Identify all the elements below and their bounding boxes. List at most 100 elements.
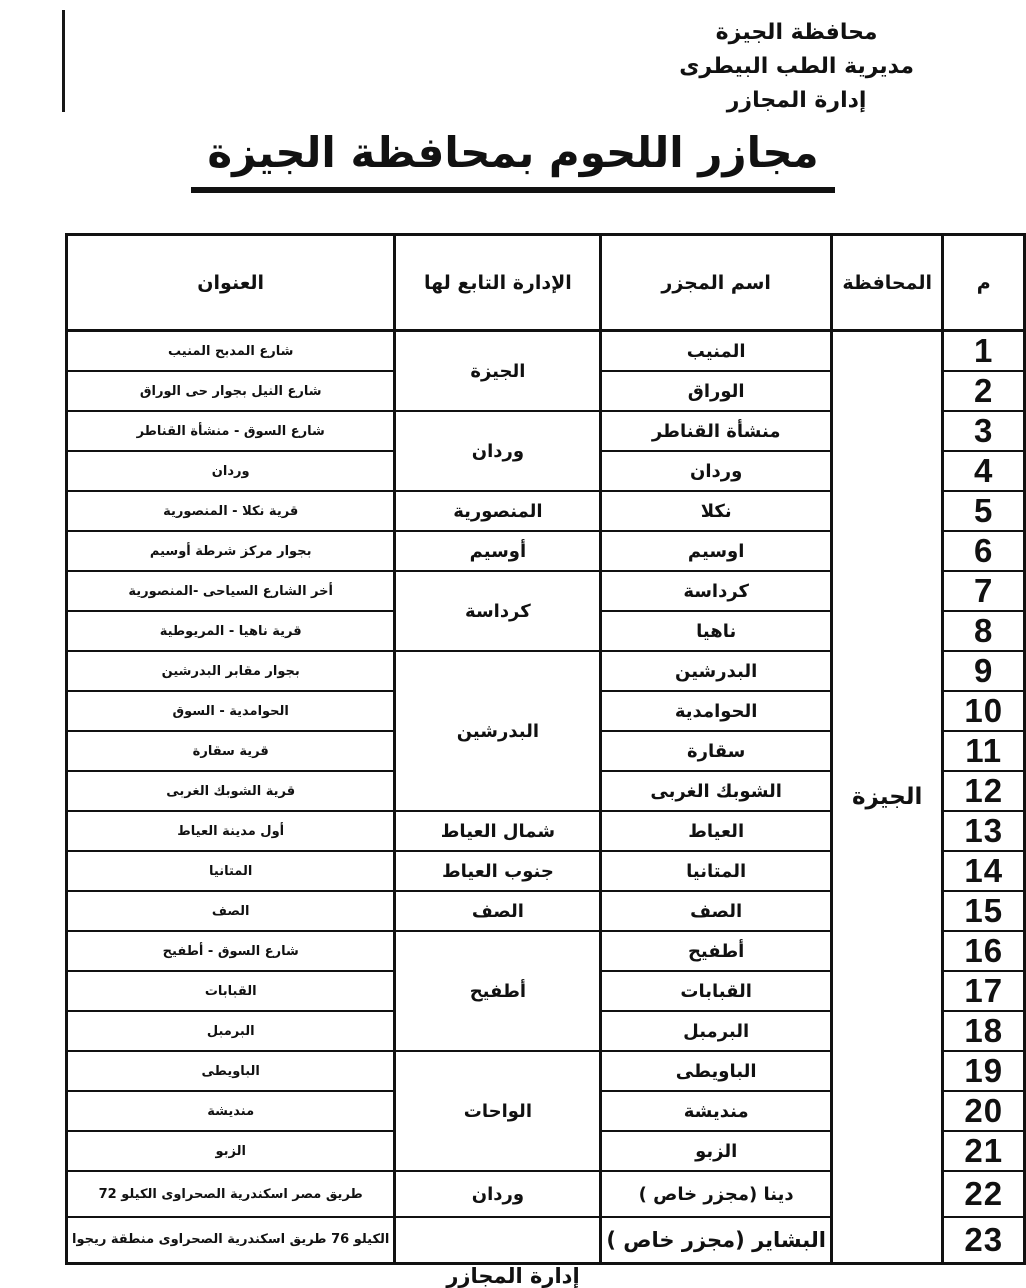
abattoir-name-cell: الباويطى xyxy=(599,1050,833,1092)
table-row: 20 منديشة منديشة xyxy=(64,1090,1026,1132)
footer-partial-text: إدارة المجازر xyxy=(446,1264,580,1288)
abattoir-name-cell: البشاير (مجزر خاص ) xyxy=(599,1216,833,1264)
address-cell: البرمبل xyxy=(64,1010,397,1052)
abattoir-name-cell: البرمبل xyxy=(599,1010,833,1052)
abattoir-name-cell: الوراق xyxy=(599,370,833,412)
row-number-cell: 9 xyxy=(941,650,1026,692)
address-cell: القبابات xyxy=(64,970,397,1012)
row-number-cell: 7 xyxy=(941,570,1026,612)
admin-cell: وردان xyxy=(393,410,603,492)
page-title: مجازر اللحوم بمحافظة الجيزة xyxy=(191,128,835,193)
address-cell: الكيلو 76 طريق اسكندرية الصحراوى منطقة ر… xyxy=(64,1216,397,1264)
address-cell: شارع المدبح المنيب xyxy=(64,329,397,372)
letterhead-line-governorate: محافظة الجيزة xyxy=(715,20,878,45)
table-row: 13 العياط شمال العياط أول مدينة العياط xyxy=(64,810,1026,852)
row-number-cell: 2 xyxy=(941,370,1026,412)
abattoir-name-cell: الشوبك الغربى xyxy=(599,770,833,812)
admin-cell: جنوب العياط xyxy=(393,850,603,892)
table-row: 10 الحوامدية الحوامدية - السوق xyxy=(64,690,1026,732)
address-cell: بجوار مقابر البدرشين xyxy=(64,650,397,692)
admin-cell: أوسيم xyxy=(393,530,603,572)
abattoir-name-cell: سقارة xyxy=(599,730,833,772)
admin-cell: المنصورية xyxy=(393,490,603,532)
row-number-cell: 1 xyxy=(941,329,1026,372)
row-number-cell: 21 xyxy=(941,1130,1026,1172)
abattoir-name-cell: دينا (مجزر خاص ) xyxy=(599,1170,833,1218)
address-cell: قرية الشوبك الغربى xyxy=(64,770,397,812)
address-cell: شارع السوق - منشأة القناطر xyxy=(64,410,397,452)
table-row: 7 كرداسة كرداسة أخر الشارع السياحى -المنصور… xyxy=(64,570,1026,652)
abattoir-name-cell: منشأة القناطر xyxy=(599,410,833,452)
abattoir-name-cell: نكلا xyxy=(599,490,833,532)
abattoir-name-cell: أطفيح xyxy=(599,930,833,972)
slaughterhouse-table-wrap: م المحافظة اسم المجزر الإدارة التابع لها… xyxy=(64,233,1026,1265)
abattoir-name-cell: القبابات xyxy=(599,970,833,1012)
table-row: 18 البرمبل البرمبل xyxy=(64,1010,1026,1052)
address-cell: وردان xyxy=(64,450,397,492)
table-row: 22 دينا (مجزر خاص ) وردان طريق مصر اسكندرية… xyxy=(64,1170,1026,1218)
address-cell: قرية ناهيا - المريوطية xyxy=(64,610,397,652)
table-row: 23 البشاير (مجزر خاص ) الكيلو 76 طريق اسكن… xyxy=(64,1216,1026,1264)
address-cell: طريق مصر اسكندرية الصحراوى الكيلو 72 xyxy=(64,1170,397,1218)
address-cell: أخر الشارع السياحى -المنصورية xyxy=(64,570,397,612)
abattoir-name-cell: اوسيم xyxy=(599,530,833,572)
letterhead-line-administration: إدارة المجازر xyxy=(726,88,867,113)
abattoir-name-cell: العياط xyxy=(599,810,833,852)
row-number-cell: 15 xyxy=(941,890,1026,932)
table-row: 16 أطفيح أطفيح شارع السوق - أطفيح xyxy=(64,930,1026,1052)
row-number-cell: 5 xyxy=(941,490,1026,532)
abattoir-name-cell: منديشة xyxy=(599,1090,833,1132)
header-abattoir-name: اسم المجزر xyxy=(599,233,833,332)
table-body: 1 الجيزة المنيب الجيزة شارع المدبح المنيب 2 ال… xyxy=(64,329,1026,1264)
abattoir-name-cell: الحوامدية xyxy=(599,690,833,732)
table-header-row: م المحافظة اسم المجزر الإدارة التابع لها… xyxy=(64,233,1026,332)
table-row: 8 ناهيا قرية ناهيا - المريوطية xyxy=(64,610,1026,652)
letterhead-line-directorate: مديرية الطب البيطرى xyxy=(679,54,914,79)
row-number-cell: 18 xyxy=(941,1010,1026,1052)
table-row: 17 القبابات القبابات xyxy=(64,970,1026,1012)
table-row: 4 وردان وردان xyxy=(64,450,1026,492)
row-number-cell: 11 xyxy=(941,730,1026,772)
row-number-cell: 4 xyxy=(941,450,1026,492)
admin-cell: الواحات xyxy=(393,1050,603,1172)
abattoir-name-cell: الصف xyxy=(599,890,833,932)
address-cell: قرية سقارة xyxy=(64,730,397,772)
letterhead: محافظة الجيزة مديرية الطب البيطرى إدارة … xyxy=(679,16,914,118)
address-cell: الزبو xyxy=(64,1130,397,1172)
table-row: 14 المتانيا جنوب العياط المتانيا xyxy=(64,850,1026,892)
abattoir-name-cell: المنيب xyxy=(599,329,833,372)
abattoir-name-cell: ناهيا xyxy=(599,610,833,652)
row-number-cell: 13 xyxy=(941,810,1026,852)
row-number-cell: 17 xyxy=(941,970,1026,1012)
header-admin: الإدارة التابع لها xyxy=(393,233,603,332)
table-row: 1 الجيزة المنيب الجيزة شارع المدبح المنيب xyxy=(64,329,1026,1264)
table-row: 21 الزبو الزبو xyxy=(64,1130,1026,1172)
row-number-cell: 8 xyxy=(941,610,1026,652)
row-number-cell: 19 xyxy=(941,1050,1026,1092)
row-number-cell: 23 xyxy=(941,1216,1026,1264)
header-address: العنوان xyxy=(64,233,397,332)
abattoir-name-cell: كرداسة xyxy=(599,570,833,612)
row-number-cell: 20 xyxy=(941,1090,1026,1132)
abattoir-name-cell: وردان xyxy=(599,450,833,492)
admin-cell: كرداسة xyxy=(393,570,603,652)
abattoir-name-cell: الزبو xyxy=(599,1130,833,1172)
address-cell: أول مدينة العياط xyxy=(64,810,397,852)
table-row: 2 الوراق شارع النيل بجوار حى الوراق xyxy=(64,370,1026,412)
admin-cell: الصف xyxy=(393,890,603,932)
admin-cell: الجيزة xyxy=(393,329,603,412)
row-number-cell: 3 xyxy=(941,410,1026,452)
admin-cell xyxy=(393,1216,603,1264)
table-row: 5 نكلا المنصورية قرية نكلا - المنصورية xyxy=(64,490,1026,532)
table-row: 12 الشوبك الغربى قرية الشوبك الغربى xyxy=(64,770,1026,812)
slaughterhouse-table: م المحافظة اسم المجزر الإدارة التابع لها… xyxy=(64,233,1026,1265)
header-governorate: المحافظة xyxy=(829,233,945,332)
address-cell: بجوار مركز شرطة أوسيم xyxy=(64,530,397,572)
row-number-cell: 10 xyxy=(941,690,1026,732)
admin-cell: أطفيح xyxy=(393,930,603,1052)
table-row: 15 الصف الصف الصف xyxy=(64,890,1026,932)
governorate-cell: الجيزة xyxy=(829,329,945,1264)
table-row: 6 اوسيم أوسيم بجوار مركز شرطة أوسيم xyxy=(64,530,1026,572)
address-cell: قرية نكلا - المنصورية xyxy=(64,490,397,532)
address-cell: شارع النيل بجوار حى الوراق xyxy=(64,370,397,412)
